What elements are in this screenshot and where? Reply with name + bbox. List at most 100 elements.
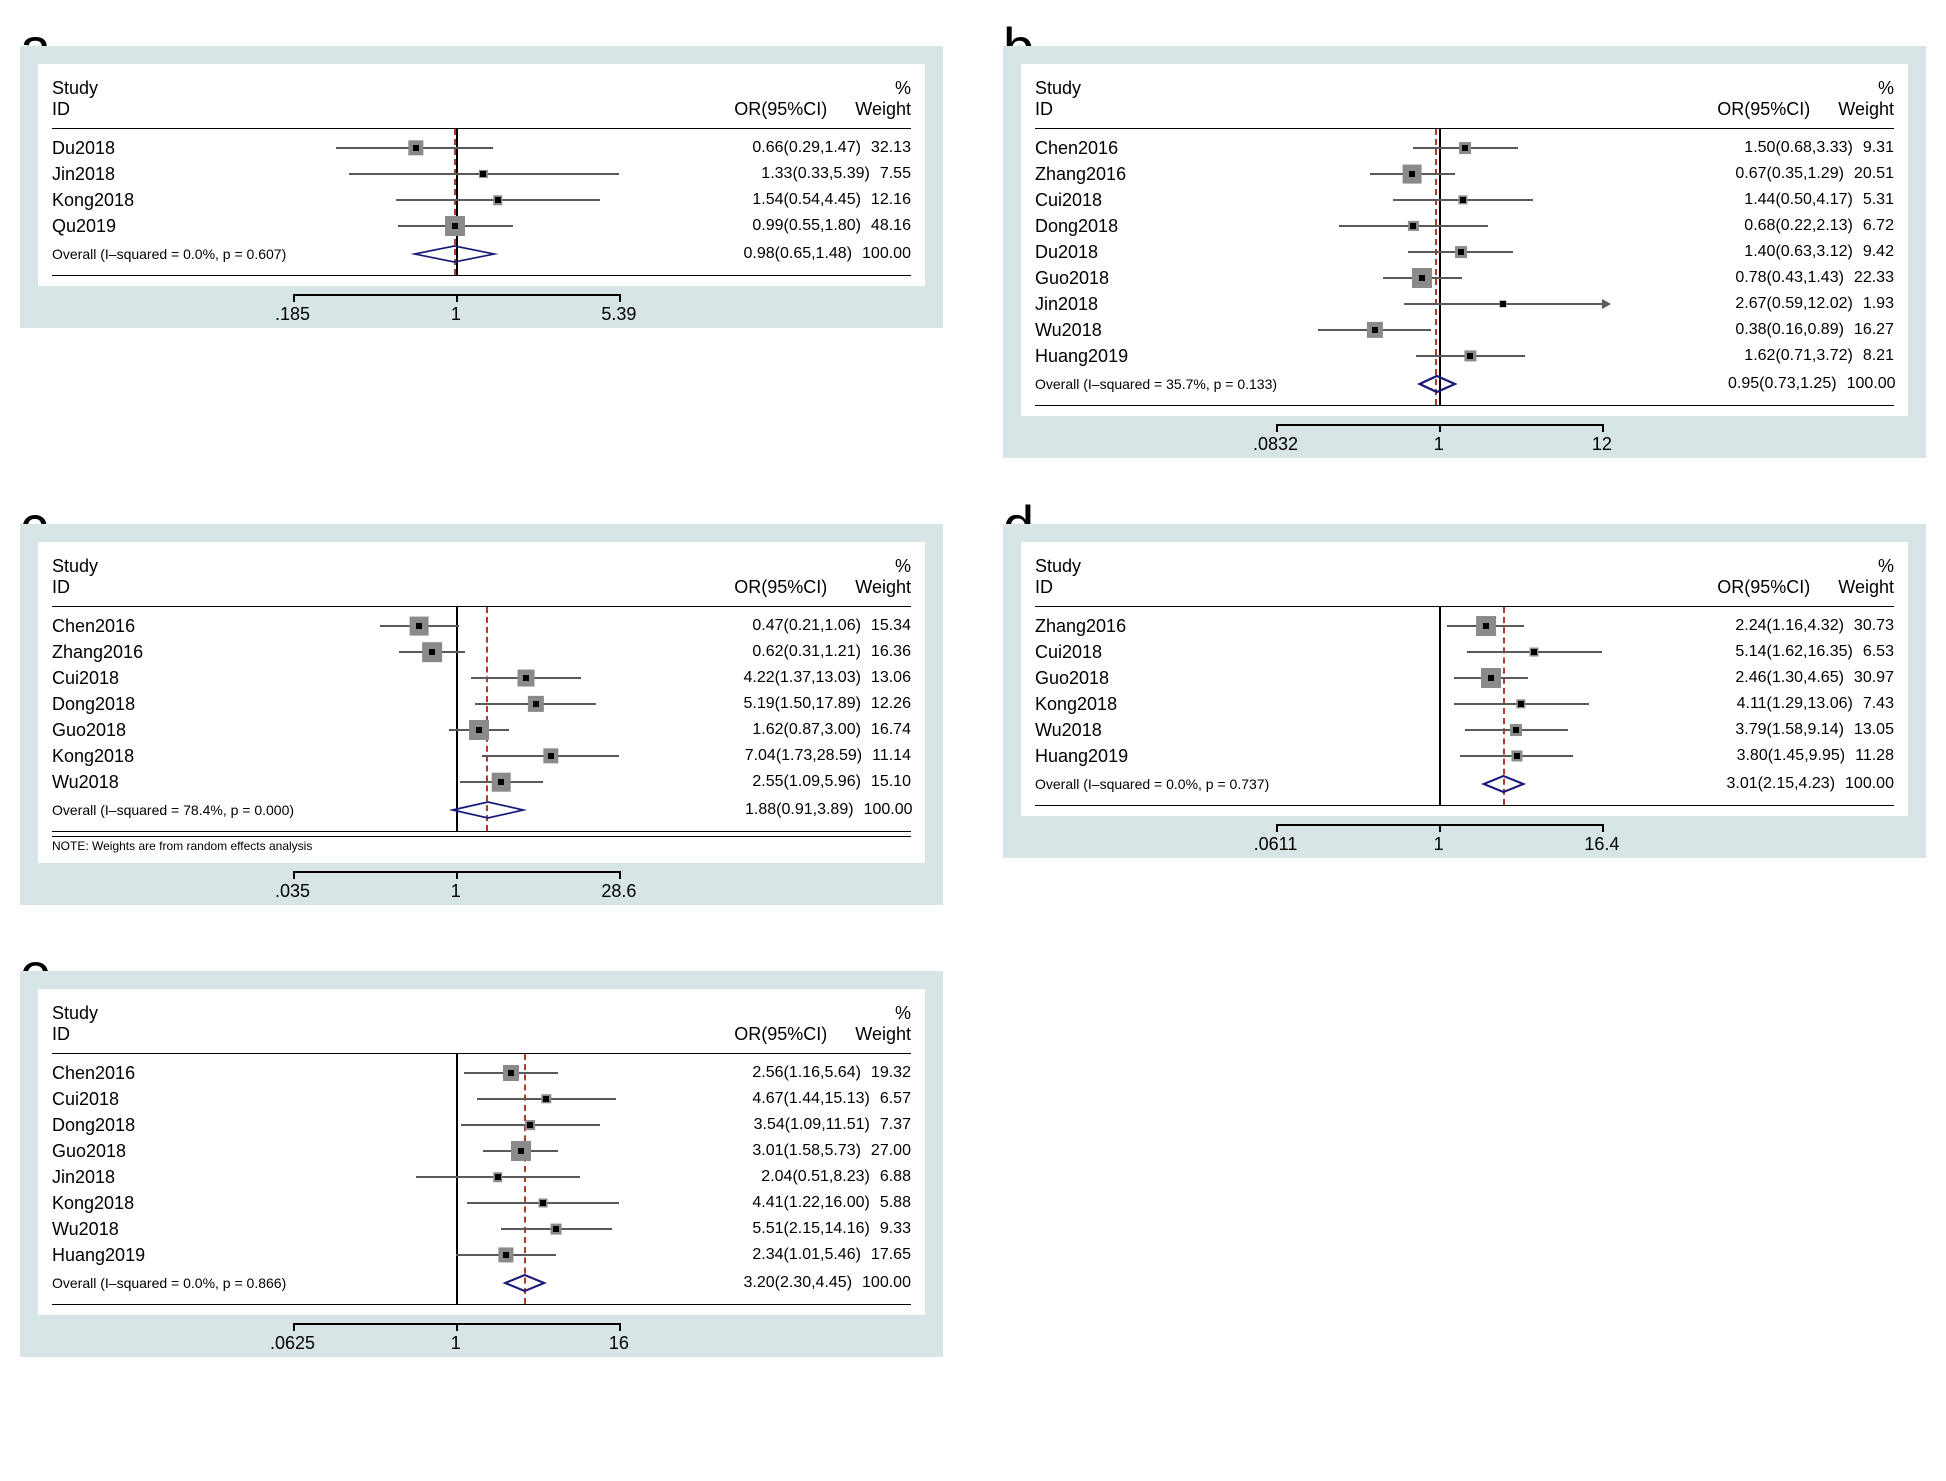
- x-axis: .0611116.4: [1021, 818, 1908, 858]
- row-stats: 3.79(1.58,9.14)13.05: [1602, 721, 1894, 739]
- graph-area: [1276, 265, 1602, 291]
- row-stats: 5.14(1.62,16.35)6.53: [1602, 643, 1894, 661]
- forest-row: Wu20185.51(2.15,14.16)9.33: [52, 1216, 911, 1242]
- graph-area: [1276, 343, 1602, 369]
- or-ci-text: 0.38(0.16,0.89): [1735, 321, 1844, 339]
- row-stats: 2.46(1.30,4.65)30.97: [1602, 669, 1894, 687]
- graph-area: [293, 187, 619, 213]
- row-stats: 1.50(0.68,3.33)9.31: [1602, 139, 1894, 157]
- axis-tick-label: .0832: [1253, 434, 1298, 455]
- overall-row: Overall (I–squared = 78.4%, p = 0.000)1.…: [52, 795, 911, 825]
- overall-stats: 3.01(2.15,4.23) 100.00: [1602, 775, 1894, 793]
- row-stats: 1.54(0.54,4.45)12.16: [619, 191, 911, 209]
- or-point: [498, 779, 504, 785]
- axis-tick: [1602, 424, 1604, 432]
- weight-text: 16.36: [871, 643, 911, 661]
- row-stats: 3.80(1.45,9.95)11.28: [1602, 747, 1894, 765]
- axis-tick-label: 12: [1592, 434, 1612, 455]
- forest-row: Cui20184.67(1.44,15.13)6.57: [52, 1086, 911, 1112]
- forest-row: Guo20181.62(0.87,3.00)16.74: [52, 717, 911, 743]
- graph-area: [1276, 665, 1602, 691]
- overall-or-ci: 0.95(0.73,1.25): [1728, 375, 1837, 393]
- header-id: ID: [1035, 577, 1422, 598]
- graph-area: [1276, 291, 1602, 317]
- row-stats: 1.62(0.87,3.00)16.74: [619, 721, 911, 739]
- or-point: [1513, 727, 1519, 733]
- or-point: [503, 1252, 509, 1258]
- forest-row: Kong2018 1.54(0.54,4.45)12.16: [52, 187, 911, 213]
- header-wt: Weight: [1838, 577, 1894, 598]
- study-id: Kong2018: [52, 190, 293, 211]
- forest-row: Chen20161.50(0.68,3.33)9.31: [1035, 135, 1894, 161]
- plot-header: StudyID OR(95%CI)%Weight: [52, 556, 911, 598]
- weight-text: 22.33: [1854, 269, 1894, 287]
- row-stats: 4.11(1.29,13.06)7.43: [1602, 695, 1894, 713]
- weight-text: 5.31: [1863, 191, 1894, 209]
- plot-header: StudyID OR(95%CI)%Weight: [1035, 556, 1894, 598]
- graph-area: [293, 1268, 619, 1298]
- plot-header: StudyID OR(95%CI)%Weight: [52, 1003, 911, 1045]
- pooled-diamond: [1276, 774, 1602, 794]
- or-ci-text: 1.33(0.33,5.39): [761, 165, 870, 183]
- row-stats: 0.99(0.55,1.80)48.16: [619, 217, 911, 235]
- graph-area: [1276, 717, 1602, 743]
- header-wt: Weight: [855, 1024, 911, 1045]
- weight-text: 48.16: [871, 217, 911, 235]
- study-id: Wu2018: [1035, 320, 1276, 341]
- forest-row: Dong20183.54(1.09,11.51)7.37: [52, 1112, 911, 1138]
- axis-tick: [456, 871, 458, 879]
- graph-area: [1276, 135, 1602, 161]
- row-stats: 2.24(1.16,4.32)30.73: [1602, 617, 1894, 635]
- graph-area: [1276, 769, 1602, 799]
- study-id: Wu2018: [52, 772, 293, 793]
- overall-row: Overall (I–squared = 35.7%, p = 0.133)0.…: [1035, 369, 1894, 399]
- row-stats: 7.04(1.73,28.59)11.14: [619, 747, 911, 765]
- forest-row: Huang20191.62(0.71,3.72)8.21: [1035, 343, 1894, 369]
- overall-weight: 100.00: [1845, 775, 1894, 793]
- or-ci-text: 3.01(1.58,5.73): [752, 1142, 861, 1160]
- axis-tick: [456, 1323, 458, 1331]
- overall-row: Overall (I–squared = 0.0%, p = 0.737)3.0…: [1035, 769, 1894, 799]
- or-ci-text: 1.44(0.50,4.17): [1744, 191, 1853, 209]
- or-ci-text: 2.46(1.30,4.65): [1735, 669, 1844, 687]
- x-axis: .035128.6: [38, 865, 925, 905]
- header-or: OR(95%CI): [1717, 577, 1810, 598]
- header-wt: Weight: [1838, 99, 1894, 120]
- or-point: [523, 675, 529, 681]
- axis-tick: [619, 871, 621, 879]
- weight-text: 12.26: [871, 695, 911, 713]
- graph-area: [293, 1164, 619, 1190]
- forest-row: Huang20193.80(1.45,9.95)11.28: [1035, 743, 1894, 769]
- row-stats: 2.55(1.09,5.96)15.10: [619, 773, 911, 791]
- header-id: ID: [52, 1024, 439, 1045]
- rows: Chen20162.56(1.16,5.64)19.32Cui20184.67(…: [52, 1053, 911, 1305]
- study-id: Jin2018: [1035, 294, 1276, 315]
- study-id: Guo2018: [52, 1141, 293, 1162]
- study-id: Huang2019: [1035, 346, 1276, 367]
- or-ci-text: 1.40(0.63,3.12): [1744, 243, 1853, 261]
- or-point: [416, 623, 422, 629]
- study-id: Wu2018: [52, 1219, 293, 1240]
- or-point: [1514, 753, 1520, 759]
- panel-c: StudyID OR(95%CI)%WeightChen20160.47(0.2…: [20, 524, 943, 905]
- or-ci-text: 2.24(1.16,4.32): [1735, 617, 1844, 635]
- header-wt-pct: %: [1838, 556, 1894, 577]
- graph-area: [293, 1060, 619, 1086]
- weight-text: 7.37: [880, 1116, 911, 1134]
- overall-row: Overall (I–squared = 0.0%, p = 0.607)0.9…: [52, 239, 911, 269]
- forest-row: Huang20192.34(1.01,5.46)17.65: [52, 1242, 911, 1268]
- overall-stats: 0.98(0.65,1.48)100.00: [619, 245, 911, 263]
- axis-tick-label: 5.39: [601, 304, 636, 325]
- forest-row: Wu2018 2.55(1.09,5.96)15.10: [52, 769, 911, 795]
- axis-tick: [1439, 824, 1441, 832]
- or-ci-text: 5.19(1.50,17.89): [744, 695, 861, 713]
- or-point: [553, 1226, 559, 1232]
- header-or: OR(95%CI): [734, 1024, 827, 1045]
- overall-or-ci: 3.01(2.15,4.23): [1727, 775, 1836, 793]
- or-ci-text: 3.80(1.45,9.95): [1737, 747, 1846, 765]
- row-stats: 2.34(1.01,5.46)17.65: [619, 1246, 911, 1264]
- or-ci-text: 0.62(0.31,1.21): [752, 643, 861, 661]
- or-ci-text: 4.41(1.22,16.00): [752, 1194, 869, 1212]
- forest-row: Jin20182.67(0.59,12.02)1.93: [1035, 291, 1894, 317]
- graph-area: [1276, 639, 1602, 665]
